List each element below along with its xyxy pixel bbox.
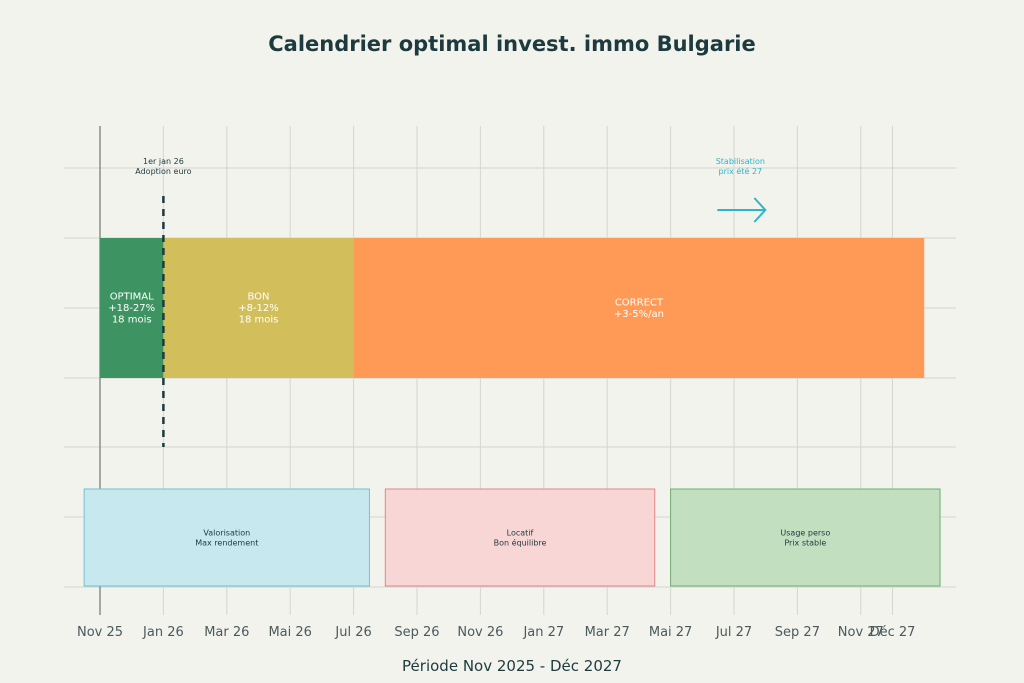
phase-band <box>163 238 354 378</box>
x-tick-label: Mar 27 <box>585 625 630 640</box>
strategy-label: Prix stable <box>784 539 826 548</box>
phase-label: 18 mois <box>239 315 279 326</box>
strategy-label: Max rendement <box>195 539 258 548</box>
x-tick-label: Nov 25 <box>77 625 123 640</box>
x-tick-label: Nov 26 <box>457 625 503 640</box>
x-tick-label: Mar 26 <box>204 625 249 640</box>
strategy-label: Valorisation <box>203 529 250 538</box>
x-axis-label: Période Nov 2025 - Déc 2027 <box>402 657 622 675</box>
phase-label: +8-12% <box>238 303 279 314</box>
phase-label: +18-27% <box>108 303 155 314</box>
annotation-label: Adoption euro <box>135 167 191 176</box>
annotation-label: prix été 27 <box>719 166 763 176</box>
x-tick-label: Nov 27 <box>838 625 884 640</box>
strategy-box <box>83 488 370 587</box>
x-tick-label: Jan 26 <box>142 625 184 640</box>
x-tick-label: Jan 27 <box>522 625 564 640</box>
strategy-label: Usage perso <box>780 529 830 538</box>
x-tick-label: Sep 27 <box>775 625 820 640</box>
phase-label: 18 mois <box>112 315 152 326</box>
strategy-label: Locatif <box>507 529 534 538</box>
x-ticks: Nov 25 Jan 26 Mar 26 Mai 26 Jul 26 Sep 26 Nov … <box>77 625 915 640</box>
phase-label: +3-5%/an <box>614 309 664 320</box>
strategy-box <box>670 488 941 587</box>
arrow-head-icon <box>753 197 767 223</box>
phase-label: CORRECT <box>615 297 664 308</box>
x-tick-label: Sep 26 <box>394 625 439 640</box>
x-tick-label: Mai 26 <box>268 625 311 640</box>
annotation-label: Stabilisation <box>716 157 765 166</box>
phase-band <box>100 238 164 378</box>
phase-band <box>353 238 925 378</box>
annotation-label: 1er jan 26 <box>143 157 184 166</box>
x-tick-label: Mai 27 <box>649 625 692 640</box>
strategy-box <box>384 488 656 587</box>
x-tick-label: Jul 27 <box>715 625 752 640</box>
x-tick-label: Déc 27 <box>870 625 916 640</box>
x-tick-label: Jul 26 <box>334 625 371 640</box>
chart-title: Calendrier optimal invest. immo Bulgarie <box>268 32 756 56</box>
phase-label: OPTIMAL <box>110 292 154 303</box>
phase-label: BON <box>247 292 269 303</box>
strategy-label: Bon équilibre <box>494 538 547 548</box>
